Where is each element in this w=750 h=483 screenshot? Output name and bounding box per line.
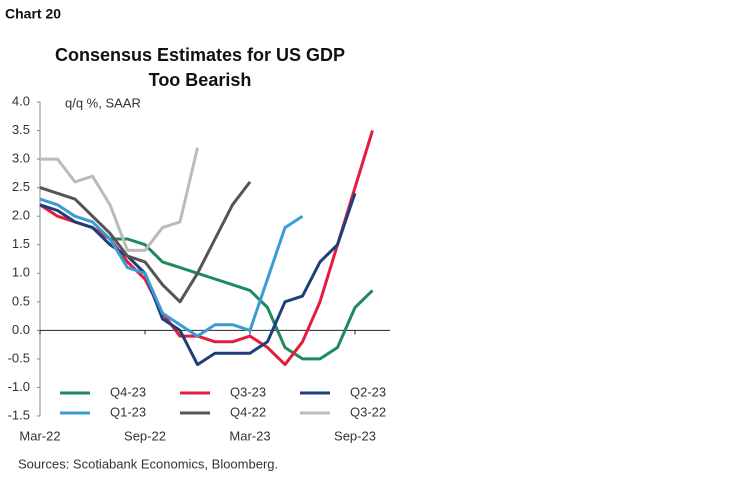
series-line	[39, 180, 252, 304]
chart-title: Consensus Estimates for US GDP	[55, 45, 345, 65]
x-tick-label: Sep-23	[334, 428, 376, 443]
y-tick-label: 3.0	[12, 151, 30, 166]
series-line	[39, 197, 304, 338]
chart-title: Too Bearish	[149, 70, 252, 90]
chart-label: Chart 20	[5, 6, 61, 22]
source: Sources: Scotiabank Economics, Bloomberg…	[18, 456, 278, 471]
legend-label: Q3-22	[350, 404, 386, 419]
series-line	[39, 192, 357, 367]
legend-label: Q3-23	[230, 384, 266, 399]
y-tick-label: -1.5	[8, 407, 30, 422]
y-tick-label: 2.0	[12, 208, 30, 223]
y-tick-label: 0.0	[12, 322, 30, 337]
y-tick-label: 1.5	[12, 236, 30, 251]
y-tick-label: -1.0	[8, 379, 30, 394]
legend-label: Q2-23	[350, 384, 386, 399]
y-tick-label: -0.5	[8, 350, 30, 365]
y-tick-label: 2.5	[12, 179, 30, 194]
x-tick-label: Sep-22	[124, 428, 166, 443]
legend-label: Q4-22	[230, 404, 266, 419]
y-tick-label: 1.0	[12, 265, 30, 280]
y-tick-label: 0.5	[12, 293, 30, 308]
y-tick-label: 4.0	[12, 93, 30, 108]
legend-label: Q1-23	[110, 404, 146, 419]
y-axis-label: q/q %, SAAR	[65, 95, 141, 110]
legend-label: Q4-23	[110, 384, 146, 399]
x-tick-label: Mar-23	[229, 428, 270, 443]
y-tick-label: 3.5	[12, 122, 30, 137]
series-line	[110, 237, 374, 361]
series-line	[40, 147, 199, 252]
x-tick-label: Mar-22	[19, 428, 60, 443]
